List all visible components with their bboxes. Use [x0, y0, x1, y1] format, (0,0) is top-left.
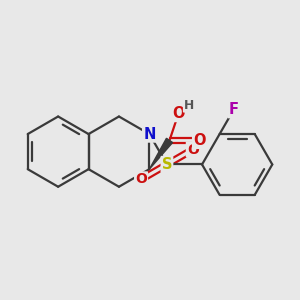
Text: H: H [184, 99, 194, 112]
Text: F: F [229, 102, 239, 117]
Text: O: O [135, 172, 147, 186]
Text: O: O [193, 133, 206, 148]
Text: O: O [172, 106, 185, 121]
Text: O: O [187, 142, 199, 157]
Text: S: S [162, 157, 172, 172]
Polygon shape [149, 138, 172, 169]
Text: N: N [143, 127, 156, 142]
